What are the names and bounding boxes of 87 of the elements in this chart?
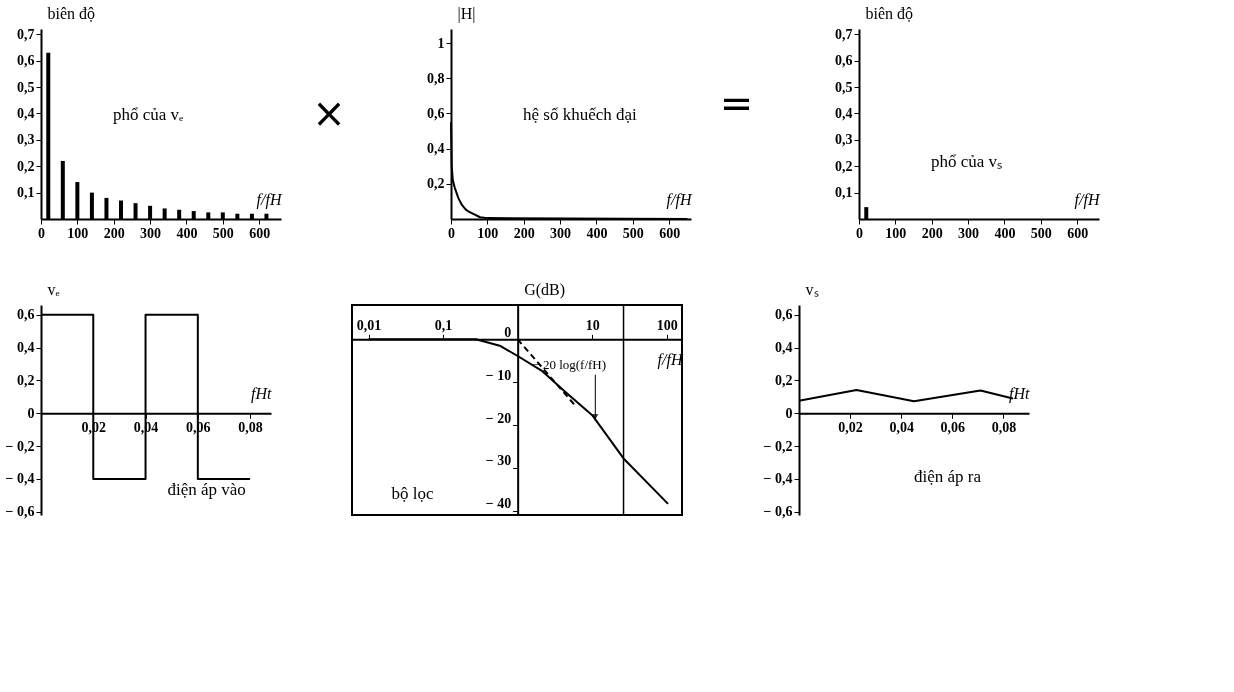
x-tick-label: 100 bbox=[67, 225, 89, 241]
x-tick-label: 600 bbox=[249, 225, 271, 241]
y-tick-label: 0,4 bbox=[17, 340, 35, 356]
x-tick-label: 300 bbox=[958, 225, 980, 241]
x-axis-title: f/fH bbox=[256, 190, 283, 209]
x-tick-label: 0 bbox=[38, 225, 45, 241]
y-tick-label: 0,1 bbox=[17, 185, 35, 201]
y-tick-label: − 0,4 bbox=[5, 471, 35, 487]
y-tick-label: − 0,2 bbox=[5, 438, 35, 454]
x-tick-label: 0,08 bbox=[991, 419, 1017, 435]
x-axis-title: f/fH bbox=[666, 190, 693, 209]
y-tick-label: 0,6 bbox=[17, 307, 35, 323]
x-axis-title: f/fH bbox=[1074, 190, 1101, 209]
x-tick-label: 300 bbox=[140, 225, 162, 241]
annotation: phổ của vₛ bbox=[931, 152, 1003, 171]
x-tick-label: 200 bbox=[921, 225, 943, 241]
y-tick-label: 0,2 bbox=[775, 372, 793, 388]
y-axis-title: |H| bbox=[457, 4, 476, 23]
annotation: phổ của vₑ bbox=[113, 104, 185, 124]
y-tick-label: 0,4 bbox=[775, 340, 793, 356]
y-tick-label: 0,2 bbox=[835, 158, 853, 174]
y-tick-label: 0,3 bbox=[835, 132, 853, 148]
x-tick-label: 0,01 bbox=[356, 317, 382, 333]
y-tick-label: 0,6 bbox=[775, 307, 793, 323]
y-tick-label: 0,7 bbox=[17, 26, 35, 42]
y-tick-label: 0,2 bbox=[17, 372, 35, 388]
y-axis-title: biên độ bbox=[47, 4, 96, 22]
x-tick-label: 500 bbox=[622, 225, 644, 241]
x-tick-label: 0,02 bbox=[838, 419, 863, 435]
x-tick-label: 0,08 bbox=[238, 419, 263, 435]
annotation: hệ số khuếch đại bbox=[523, 104, 638, 124]
x-tick-label: 600 bbox=[1067, 225, 1089, 241]
y-tick-label: 0,4 bbox=[835, 105, 853, 121]
y-tick-label: 0,1 bbox=[835, 185, 853, 201]
x-tick-label: 100 bbox=[477, 225, 499, 241]
x-tick-label: 0,04 bbox=[889, 419, 914, 435]
y-axis-title: G(dB) bbox=[524, 280, 566, 299]
text: × bbox=[312, 89, 346, 136]
y-tick-label: 0,2 bbox=[17, 158, 35, 174]
x-tick-label: 600 bbox=[659, 225, 681, 241]
y-tick-label: 0,3 bbox=[17, 132, 35, 148]
x-tick-label: 300 bbox=[550, 225, 572, 241]
x-axis-title: fHt bbox=[251, 384, 273, 403]
y-tick-label: − 10 bbox=[485, 367, 512, 383]
annotation: điện áp vào bbox=[167, 479, 246, 499]
y-tick-label: 0,5 bbox=[835, 79, 853, 95]
x-tick-label: 400 bbox=[586, 225, 608, 241]
y-tick-label: 0,8 bbox=[427, 70, 445, 86]
y-tick-label: − 0,2 bbox=[763, 438, 793, 454]
y-tick-label: 0,7 bbox=[835, 26, 853, 42]
text: = bbox=[719, 80, 754, 126]
x-tick-label: 500 bbox=[1030, 225, 1052, 241]
y-tick-label: − 30 bbox=[485, 453, 512, 469]
y-tick-label: − 0,6 bbox=[5, 504, 35, 520]
y-axis-title: vₑ bbox=[47, 280, 60, 298]
y-tick-label: − 0,6 bbox=[763, 504, 793, 520]
y-tick-label: 0,6 bbox=[427, 105, 445, 121]
y-axis-title: vₛ bbox=[805, 280, 819, 298]
y-tick-label: 0,6 bbox=[17, 53, 35, 69]
x-axis-title: f/fH bbox=[657, 350, 684, 369]
y-tick-label: 0,4 bbox=[427, 141, 445, 157]
annotation: điện áp ra bbox=[914, 467, 982, 487]
x-tick-label: 200 bbox=[103, 225, 125, 241]
x-tick-label: 500 bbox=[212, 225, 234, 241]
y-tick-label: 0 bbox=[27, 405, 35, 421]
y-tick-label: 0,6 bbox=[835, 53, 853, 69]
x-tick-label: 100 bbox=[656, 317, 678, 333]
y-tick-label: − 0,4 bbox=[763, 471, 793, 487]
x-tick-label: 100 bbox=[885, 225, 907, 241]
x-tick-label: 400 bbox=[176, 225, 198, 241]
y-tick-label: 1 bbox=[437, 35, 445, 51]
y-tick-label: 0,4 bbox=[17, 105, 35, 121]
x-tick-label: 0 bbox=[448, 225, 455, 241]
x-tick-label: 0 bbox=[856, 225, 863, 241]
y-tick-label: 0,2 bbox=[427, 176, 445, 192]
x-tick-label: 10 bbox=[585, 317, 600, 333]
y-tick-label: 0,5 bbox=[17, 79, 35, 95]
annotation: bộ lọc bbox=[391, 484, 435, 503]
annotation: − 20 log(f/fH) bbox=[532, 356, 607, 372]
y-tick-label: − 40 bbox=[485, 496, 512, 512]
x-tick-label: 200 bbox=[513, 225, 535, 241]
x-axis-title: fHt bbox=[1009, 384, 1031, 403]
y-tick-label: 0 bbox=[785, 405, 793, 421]
x-tick-label: 0,06 bbox=[940, 419, 966, 435]
y-tick-label: − 20 bbox=[485, 410, 512, 426]
x-tick-label: 400 bbox=[994, 225, 1016, 241]
y-axis-title: biên độ bbox=[865, 4, 914, 22]
